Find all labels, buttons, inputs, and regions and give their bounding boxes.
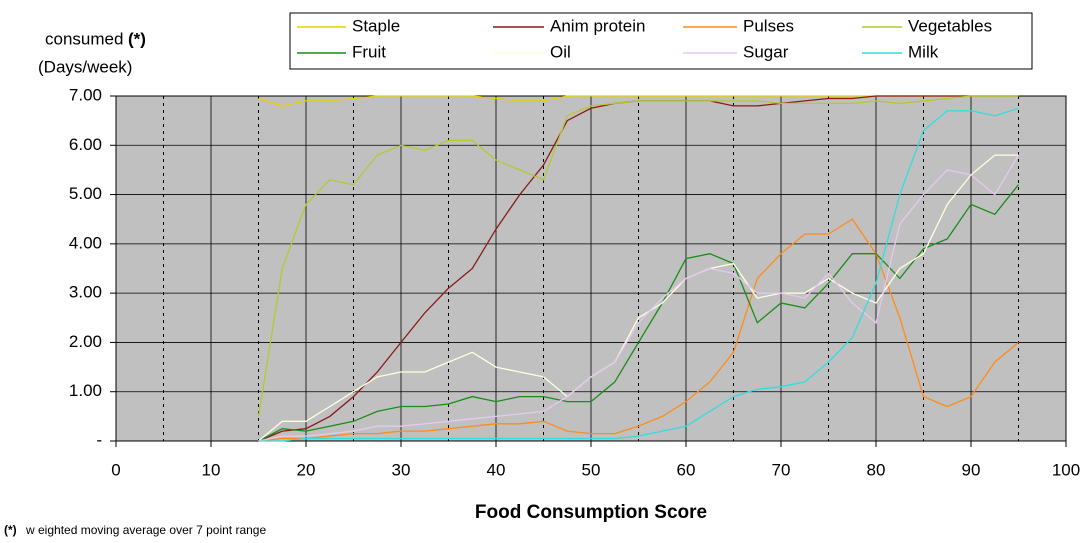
x-tick-label: 20 <box>297 460 316 479</box>
y-axis-label: consumed <box>45 29 123 48</box>
footnote: w eighted moving average over 7 point ra… <box>25 523 266 537</box>
legend-label: Staple <box>352 16 400 35</box>
y-axis-label-note: (*) <box>128 29 146 48</box>
x-tick-label: 70 <box>772 460 791 479</box>
legend-label: Vegetables <box>908 16 992 35</box>
series-line <box>258 154 1020 442</box>
x-tick-label: 0 <box>111 460 120 479</box>
footnote-mark: (*) <box>4 523 17 537</box>
x-tick-label: 10 <box>202 460 221 479</box>
legend-label: Oil <box>550 42 571 61</box>
y-tick-label: 4.00 <box>69 233 102 252</box>
y-tick-label: 6.00 <box>69 135 102 154</box>
x-tick-label: 100 <box>1052 460 1080 479</box>
x-tick-label: 60 <box>677 460 696 479</box>
x-tick-label: 50 <box>582 460 601 479</box>
legend-label: Anim protein <box>550 16 645 35</box>
legend-label: Milk <box>908 42 939 61</box>
y-tick-label: 7.00 <box>69 85 102 104</box>
y-tick-label: - <box>96 430 102 449</box>
x-tick-label: 40 <box>487 460 506 479</box>
x-axis-label: Food Consumption Score <box>475 502 707 523</box>
series-line <box>258 154 1019 442</box>
x-tick-label: 30 <box>392 460 411 479</box>
series-line <box>257 95 1019 417</box>
y-tick-label: 2.00 <box>69 332 102 351</box>
series-line <box>258 218 1019 442</box>
y-tick-label: 3.00 <box>69 283 102 302</box>
legend-box <box>289 12 1033 70</box>
x-tick-label: 80 <box>867 460 886 479</box>
legend-label: Pulses <box>743 16 794 35</box>
series-line <box>258 107 1019 442</box>
series-line <box>258 184 1020 442</box>
legend-label: Fruit <box>352 42 386 61</box>
y-tick-label: 1.00 <box>69 381 102 400</box>
legend-label: Sugar <box>743 42 789 61</box>
x-tick-label: 90 <box>962 460 981 479</box>
y-tick-label: 5.00 <box>69 184 102 203</box>
y-axis-unit: (Days/week) <box>38 57 132 76</box>
